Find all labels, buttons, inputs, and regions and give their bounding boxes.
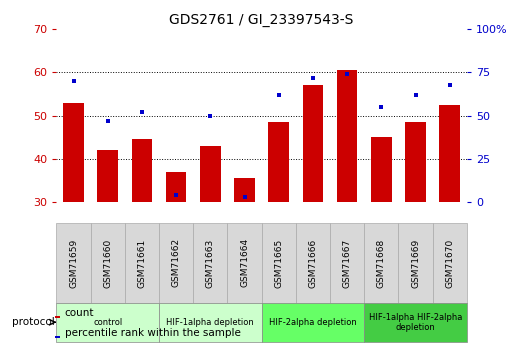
Bar (63, 103, 84, 202)
Bar (432, 223, 467, 303)
Title: GDS2761 / GI_23397543-S: GDS2761 / GI_23397543-S (169, 13, 354, 27)
Text: GSM71668: GSM71668 (377, 238, 386, 287)
Bar (330, 223, 364, 303)
Bar (234, 178, 255, 202)
Bar (296, 223, 330, 303)
Text: GSM71666: GSM71666 (308, 238, 318, 287)
Text: count: count (65, 308, 94, 318)
Text: HIF-1alpha depletion: HIF-1alpha depletion (166, 318, 254, 327)
Bar (91, 223, 125, 303)
Bar (303, 85, 323, 202)
Text: GSM71661: GSM71661 (137, 238, 146, 287)
Bar (262, 303, 364, 342)
Text: GSM71659: GSM71659 (69, 238, 78, 287)
Bar (55, 336, 60, 338)
Bar (399, 223, 432, 303)
Bar (56, 223, 91, 303)
Bar (159, 223, 193, 303)
Text: HIF-2alpha depletion: HIF-2alpha depletion (269, 318, 357, 327)
Bar (440, 105, 460, 202)
Bar (227, 223, 262, 303)
Bar (200, 146, 221, 202)
Bar (193, 223, 227, 303)
Bar (97, 150, 118, 202)
Text: protocol: protocol (12, 317, 55, 327)
Text: GSM71662: GSM71662 (172, 238, 181, 287)
Text: HIF-1alpha HIF-2alpha
depletion: HIF-1alpha HIF-2alpha depletion (369, 313, 462, 332)
Bar (405, 122, 426, 202)
Text: GSM71665: GSM71665 (274, 238, 283, 287)
Bar (132, 139, 152, 202)
Bar (55, 316, 60, 318)
Bar (371, 137, 391, 202)
Bar (364, 223, 399, 303)
Text: percentile rank within the sample: percentile rank within the sample (65, 328, 241, 338)
Bar (125, 223, 159, 303)
Text: GSM71670: GSM71670 (445, 238, 454, 287)
Text: GSM71663: GSM71663 (206, 238, 215, 287)
Bar (262, 223, 296, 303)
Bar (56, 303, 159, 342)
Text: GSM71660: GSM71660 (103, 238, 112, 287)
Bar (268, 122, 289, 202)
Text: control: control (93, 318, 123, 327)
Text: GSM71669: GSM71669 (411, 238, 420, 287)
Text: GSM71667: GSM71667 (343, 238, 351, 287)
Bar (364, 303, 467, 342)
Bar (166, 172, 186, 202)
Bar (159, 303, 262, 342)
Bar (337, 70, 358, 202)
Text: GSM71664: GSM71664 (240, 238, 249, 287)
